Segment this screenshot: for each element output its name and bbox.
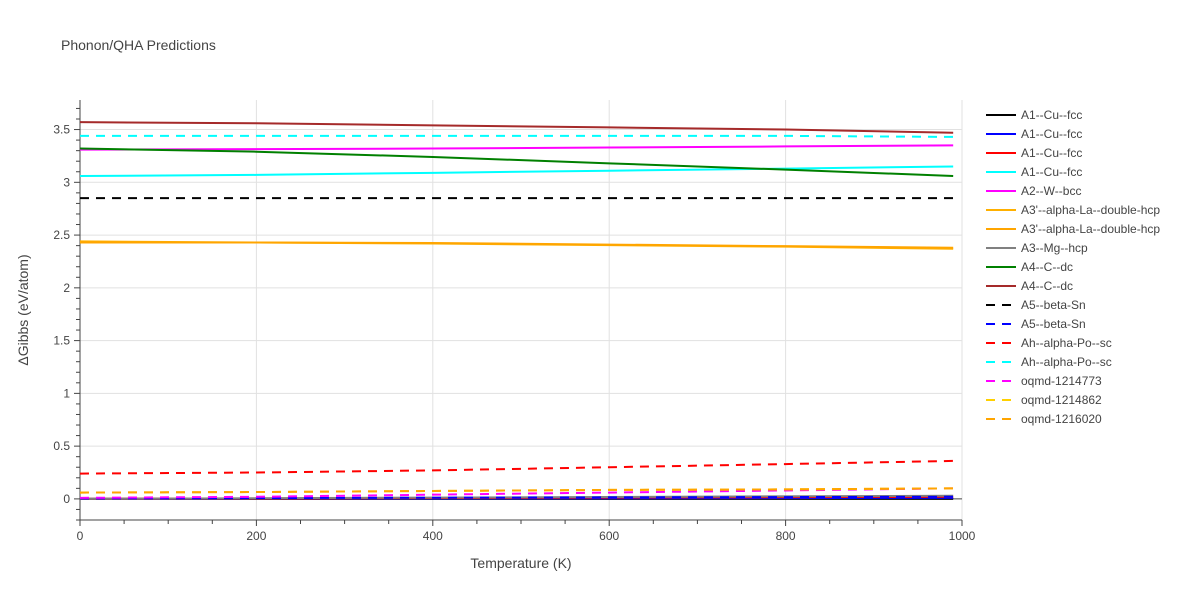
axes: 0 200 400 600 800 1000 0 0.5 1 1.5 2 2.5 3 3.5 — [53, 100, 976, 543]
legend-label: Ah--alpha-Po--sc — [1021, 355, 1112, 369]
legend-item[interactable]: A1--Cu--fcc — [986, 165, 1082, 179]
legend-item[interactable]: A3--Mg--hcp — [986, 241, 1088, 255]
legend-label: oqmd-1216020 — [1021, 412, 1102, 426]
legend-label: A1--Cu--fcc — [1021, 108, 1082, 122]
legend[interactable]: A1--Cu--fcc A1--Cu--fcc A1--Cu--fcc A1--Cu-… — [986, 108, 1160, 426]
y-tick-label: 0.5 — [53, 439, 70, 453]
chart-title: Phonon/QHA Predictions — [61, 37, 216, 53]
series-line-15[interactable] — [79, 487, 954, 499]
series-line-10[interactable] — [79, 121, 954, 134]
legend-item[interactable]: oqmd-1214862 — [986, 393, 1102, 407]
y-tick-label: 1.5 — [53, 334, 70, 348]
y-tick-label: 2 — [63, 281, 70, 295]
legend-label: A2--W--bcc — [1021, 184, 1081, 198]
series-line-7[interactable] — [80, 241, 954, 249]
legend-item[interactable]: A2--W--bcc — [986, 184, 1081, 198]
y-tick-label: 1 — [63, 386, 70, 400]
series-line-13[interactable] — [79, 459, 954, 475]
x-tick-label: 400 — [423, 529, 443, 543]
x-tick-label: 0 — [77, 529, 84, 543]
y-tick-label: 3 — [63, 175, 70, 189]
legend-item[interactable]: A3'--alpha-La--double-hcp — [986, 222, 1160, 236]
x-axis-label: Temperature (K) — [470, 555, 571, 571]
legend-item[interactable]: A4--C--dc — [986, 260, 1073, 274]
y-tick-label: 0 — [63, 492, 70, 506]
legend-item[interactable]: oqmd-1214773 — [986, 374, 1102, 388]
legend-item[interactable]: A5--beta-Sn — [986, 298, 1086, 312]
legend-item[interactable]: A1--Cu--fcc — [986, 146, 1082, 160]
legend-item[interactable]: Ah--alpha-Po--sc — [986, 336, 1112, 350]
legend-label: A3'--alpha-La--double-hcp — [1021, 203, 1160, 217]
legend-label: oqmd-1214862 — [1021, 393, 1102, 407]
series-line-17[interactable] — [79, 487, 954, 494]
legend-label: A1--Cu--fcc — [1021, 146, 1082, 160]
x-tick-label: 1000 — [949, 529, 976, 543]
legend-label: A3'--alpha-La--double-hcp — [1021, 222, 1160, 236]
legend-label: A3--Mg--hcp — [1021, 241, 1088, 255]
legend-item[interactable]: A5--beta-Sn — [986, 317, 1086, 331]
legend-item[interactable]: A1--Cu--fcc — [986, 127, 1082, 141]
x-tick-label: 200 — [246, 529, 266, 543]
series-line-12[interactable] — [79, 495, 954, 500]
legend-item[interactable]: A1--Cu--fcc — [986, 108, 1082, 122]
y-tick-label: 2.5 — [53, 228, 70, 242]
series-lines — [79, 121, 954, 500]
x-tick-label: 800 — [776, 529, 796, 543]
legend-label: A1--Cu--fcc — [1021, 127, 1082, 141]
x-tick-label: 600 — [599, 529, 619, 543]
legend-item[interactable]: A3'--alpha-La--double-hcp — [986, 203, 1160, 217]
legend-label: A5--beta-Sn — [1021, 298, 1086, 312]
legend-label: A1--Cu--fcc — [1021, 165, 1082, 179]
legend-item[interactable]: A4--C--dc — [986, 279, 1073, 293]
y-axis-label: ΔGibbs (eV/atom) — [15, 254, 31, 365]
y-tick-label: 3.5 — [53, 123, 70, 137]
legend-label: A4--C--dc — [1021, 260, 1073, 274]
series-line-5[interactable] — [79, 144, 954, 151]
series-line-9[interactable] — [79, 147, 954, 177]
legend-item[interactable]: oqmd-1216020 — [986, 412, 1102, 426]
legend-label: A4--C--dc — [1021, 279, 1073, 293]
legend-label: A5--beta-Sn — [1021, 317, 1086, 331]
legend-item[interactable]: Ah--alpha-Po--sc — [986, 355, 1112, 369]
series-line-4[interactable] — [79, 165, 954, 177]
legend-label: oqmd-1214773 — [1021, 374, 1102, 388]
series-line-14[interactable] — [80, 134, 954, 138]
legend-label: Ah--alpha-Po--sc — [1021, 336, 1112, 350]
